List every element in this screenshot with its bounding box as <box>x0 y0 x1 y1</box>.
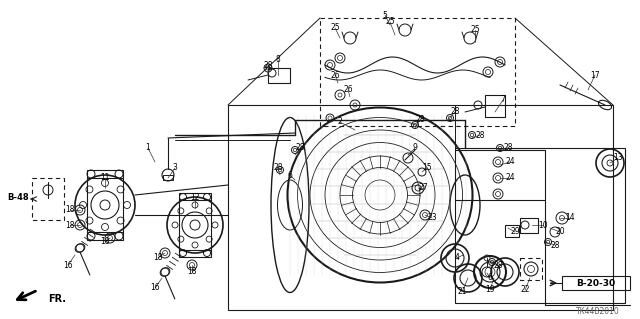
Text: 8: 8 <box>276 56 280 64</box>
Text: 26: 26 <box>330 70 340 79</box>
Text: 29: 29 <box>510 227 520 236</box>
Text: 22: 22 <box>520 286 530 294</box>
Text: 11: 11 <box>100 174 109 182</box>
Text: 7: 7 <box>500 95 506 105</box>
Text: 16: 16 <box>150 284 160 293</box>
Text: 16: 16 <box>63 261 73 270</box>
Bar <box>485 95 505 117</box>
Text: 10: 10 <box>538 220 548 229</box>
Text: 24: 24 <box>505 158 515 167</box>
Text: 18: 18 <box>65 205 75 214</box>
Bar <box>455 148 625 303</box>
Bar <box>562 276 630 290</box>
Bar <box>32 178 64 220</box>
Text: 21: 21 <box>457 287 467 296</box>
Text: 18: 18 <box>100 238 109 247</box>
Bar <box>320 18 515 126</box>
Text: 28: 28 <box>263 61 273 70</box>
Text: B-20-30: B-20-30 <box>577 278 616 287</box>
Text: B-48: B-48 <box>7 192 29 202</box>
Text: 1: 1 <box>146 144 150 152</box>
Text: 12: 12 <box>190 194 200 203</box>
Text: 9: 9 <box>413 144 417 152</box>
Text: 28: 28 <box>295 144 305 152</box>
Text: 28: 28 <box>476 130 484 139</box>
Text: 25: 25 <box>470 26 480 34</box>
Bar <box>87 232 123 240</box>
Bar <box>505 225 519 237</box>
Text: 13: 13 <box>613 153 623 162</box>
Text: 28: 28 <box>503 144 513 152</box>
Text: 18: 18 <box>188 268 196 277</box>
Bar <box>179 193 211 200</box>
Text: 25: 25 <box>330 24 340 33</box>
Text: 24: 24 <box>505 174 515 182</box>
Text: 17: 17 <box>590 70 600 79</box>
Text: 28: 28 <box>550 241 560 249</box>
Text: 23: 23 <box>427 213 437 222</box>
Bar <box>520 258 542 280</box>
Text: 19: 19 <box>485 286 495 294</box>
Text: FR.: FR. <box>48 294 66 304</box>
Bar <box>228 105 613 310</box>
Text: TK44B2010: TK44B2010 <box>576 308 620 316</box>
Text: 28: 28 <box>493 261 503 270</box>
Text: 6: 6 <box>488 273 492 283</box>
Text: 4: 4 <box>454 254 460 263</box>
Text: 28: 28 <box>451 108 460 116</box>
Text: 26: 26 <box>343 85 353 94</box>
Text: 27: 27 <box>418 183 428 192</box>
Bar <box>520 218 538 233</box>
Bar <box>179 250 211 257</box>
Text: 15: 15 <box>422 164 432 173</box>
Text: 28: 28 <box>273 164 283 173</box>
Text: 6: 6 <box>287 170 292 180</box>
Text: 14: 14 <box>565 213 575 222</box>
Text: 20: 20 <box>555 227 565 236</box>
Text: 18: 18 <box>65 220 75 229</box>
Text: 25: 25 <box>385 18 395 26</box>
Bar <box>163 175 173 180</box>
Text: 28: 28 <box>415 115 425 124</box>
Text: 2: 2 <box>338 117 342 127</box>
Text: 3: 3 <box>173 164 177 173</box>
Bar <box>268 68 290 83</box>
Bar <box>87 170 123 178</box>
Text: 5: 5 <box>383 11 387 19</box>
Text: 18: 18 <box>153 254 163 263</box>
